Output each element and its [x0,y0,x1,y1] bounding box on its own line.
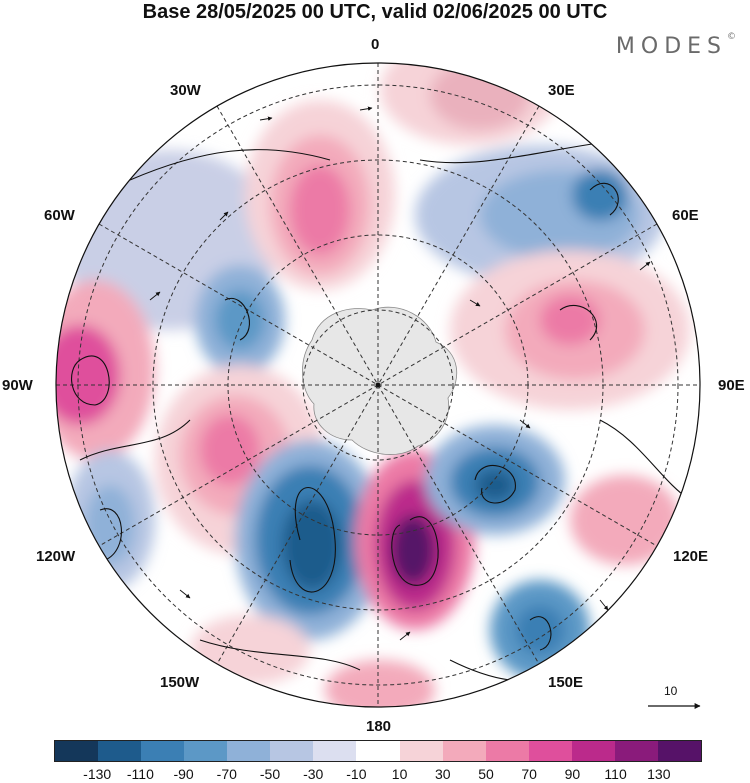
positive-anomaly-max [200,415,260,485]
lon-label-150e: 150E [548,674,584,691]
colorbar-tick-label: -10 [346,766,367,782]
negative-anomaly-core [85,485,135,565]
colorbar-segment [485,741,529,761]
colorbar [54,740,702,762]
colorbar-tick-label: -70 [216,766,237,782]
colorbar-segment [55,741,99,761]
lon-label-0: 0 [371,36,380,53]
colorbar-segment [313,741,357,761]
map-boundary [55,62,701,708]
colorbar-tick-label: -110 [126,766,154,782]
colorbar-tick-label: 10 [391,766,408,782]
negative-anomaly-max [282,500,342,590]
lon-label-60e: 60E [672,207,699,224]
map-title: Base 28/05/2025 00 UTC, valid 02/06/2025… [142,1,608,23]
colorbar-tick-label: 90 [564,766,581,782]
colorbar-segment [528,741,572,761]
colorbar-segment [399,741,443,761]
wind-vectors [149,106,651,641]
negative-anomaly-core [515,605,565,655]
colorbar-segment [571,741,615,761]
negative-anomaly-core [215,290,265,350]
copyright-mark: © [727,31,736,42]
colorbar-tick-label: 50 [478,766,494,782]
lon-label-120w: 120W [36,548,76,565]
lon-label-180: 180 [366,718,392,735]
south-pole-marker [375,382,381,388]
lon-label-30w: 30W [170,82,201,99]
colorbar-tick-label: -130 [83,766,112,782]
modes-logo: MODES© [615,31,736,59]
lon-label-60w: 60W [44,207,75,224]
colorbar-segment [227,741,271,761]
vector-scale-value: 10 [664,684,678,698]
positive-anomaly-region [325,660,435,707]
antarctica-landmass [302,306,458,455]
colorbar-tick-label: -30 [303,766,324,782]
positive-anomaly-max [290,165,350,255]
colorbar-segment [356,741,400,761]
colorbar-segment [141,741,185,761]
positive-anomaly-region [190,615,310,685]
vector-scale: 10 [646,684,706,714]
lon-label-30e: 30E [548,82,575,99]
lon-label-150w: 150W [160,674,200,691]
lon-label-90w: 90W [2,377,33,394]
colorbar-tick-label: 110 [604,766,627,782]
colorbar-tick-label: 30 [435,766,451,782]
positive-anomaly-region [570,475,680,565]
colorbar-tick-label: 70 [521,766,537,782]
colorbar-segment [270,741,314,761]
colorbar-tick-label: 130 [647,766,671,782]
lon-label-120e: 120E [673,548,709,565]
brand-name: MODES [615,34,727,59]
colorbar-segment [657,741,701,761]
negative-anomaly-max [572,169,628,221]
negative-anomaly-max [475,469,515,501]
lon-label-90e: 90E [718,377,745,394]
colorbar-tick-label: -90 [173,766,194,782]
positive-anomaly-max [540,295,600,345]
positive-anomaly-max [391,515,435,585]
colorbar-tick-label: -50 [259,766,281,782]
colorbar-segment [442,741,486,761]
colorbar-segment [98,741,142,761]
positive-anomaly-core [56,325,120,425]
colorbar-tick-labels: -130 -110 -90 -70 -50 -30 -10 10 30 50 70 90 110 130 [0,766,750,783]
colorbar-segment [184,741,228,761]
colorbar-segment [614,741,658,761]
